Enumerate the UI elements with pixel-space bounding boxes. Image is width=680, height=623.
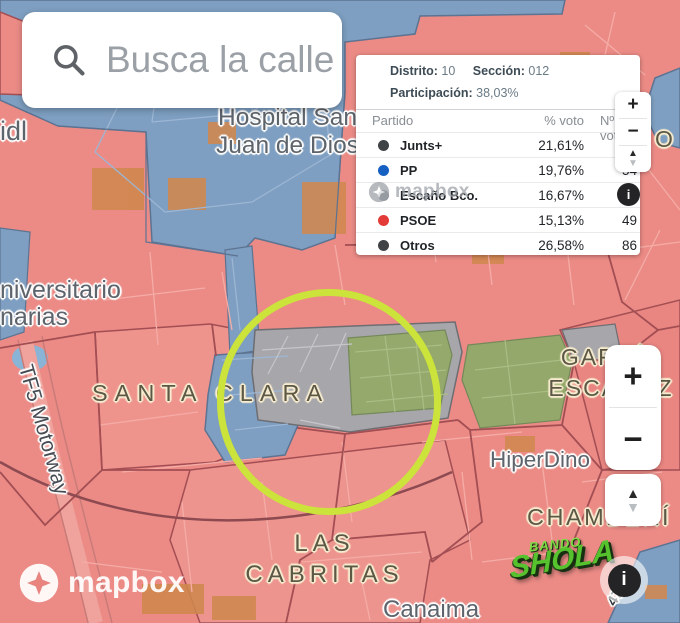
mapbox-icon [368,181,390,203]
map-label-hiperdino: HiperDino [490,447,591,472]
section-value: 012 [528,64,550,78]
up-down-arrows-icon: ▲ ▼ [628,148,638,169]
table-row: Junts+ 21,61% [356,132,640,158]
district-label: Distrito: [390,64,438,78]
divider [619,145,647,146]
participation-label: Participación: [390,86,473,100]
party-name: PSOE [400,213,437,228]
party-color-dot [378,240,389,251]
party-name: Otros [400,238,435,253]
table-row: Otros 26,58% 86 [356,232,640,255]
table-row: PSOE 15,13% 49 [356,207,640,233]
search-bar [22,12,342,108]
map-label-canaima: Canaima [383,596,480,623]
party-percent: 26,58% [538,238,584,253]
district-section-line: Distrito: 10 Sección: 012 [390,64,549,78]
zoom-out-button[interactable]: − [627,121,639,142]
zoom-in-button[interactable]: + [623,357,643,394]
party-votes: 86 [621,238,637,253]
map-label-lidl-partial: idl [0,116,28,146]
party-percent: 15,13% [538,213,584,228]
table-header: Partido % voto Nº votos [356,113,640,143]
header-party: Partido [372,113,414,128]
section-label: Sección: [472,64,525,78]
party-percent: 21,61% [538,138,584,153]
party-name: Escaño Bco. [400,188,479,203]
zoom-in-button[interactable]: + [627,94,639,115]
map-pan-control[interactable]: ▲ ▼ [605,474,661,526]
party-color-dot [378,215,389,226]
mapbox-logo[interactable]: mapbox [18,562,185,604]
zoom-out-button[interactable]: − [623,420,643,457]
mapbox-icon [19,563,59,603]
party-name: PP [400,163,418,178]
results-panel: Distrito: 10 Sección: 012 Participación:… [356,55,640,255]
party-color-dot [378,140,389,151]
mapbox-wordmark: mapbox [395,181,470,202]
map-label-las-cabritas: LAS CABRITAS [245,530,404,588]
party-color-dot [378,165,389,176]
party-percent: 19,76% [538,163,584,178]
expand-collapse-button[interactable]: ▲ ▼ [615,146,651,172]
map-road-main [0,460,453,522]
map-label-hospital: Hospital San Juan de Dios [215,104,359,159]
participation-value: 38,03% [476,86,519,100]
map-zoom-control: + − [605,345,661,470]
map-info-button[interactable]: i [600,556,648,604]
divider [356,109,640,110]
party-votes: 49 [621,213,637,228]
search-icon [54,45,85,76]
header-percent: % voto [544,113,584,128]
attribution-info-button[interactable]: i [617,183,640,206]
mapbox-wordmark: mapbox [68,566,185,599]
party-percent: 16,67% [538,188,584,203]
mapbox-watermark[interactable]: mapbox [368,181,470,203]
info-icon: i [607,563,641,597]
search-input[interactable] [104,38,338,82]
highlight-circle-annotation [217,289,441,515]
map-label-partial-right: O P [655,126,680,152]
panel-zoom-control: + − ▲ ▼ [615,92,651,172]
table-row: PP 19,76% 54 [356,157,640,183]
map-road-motorway [19,340,103,623]
map-label-universitario: niversitario narias [0,276,121,331]
party-name: Junts+ [400,138,443,153]
divider [609,407,657,408]
district-value: 10 [441,64,456,78]
participation-line: Participación: 38,03% [390,86,519,100]
up-down-arrows-icon: ▲ ▼ [626,485,640,515]
divider [619,118,647,119]
